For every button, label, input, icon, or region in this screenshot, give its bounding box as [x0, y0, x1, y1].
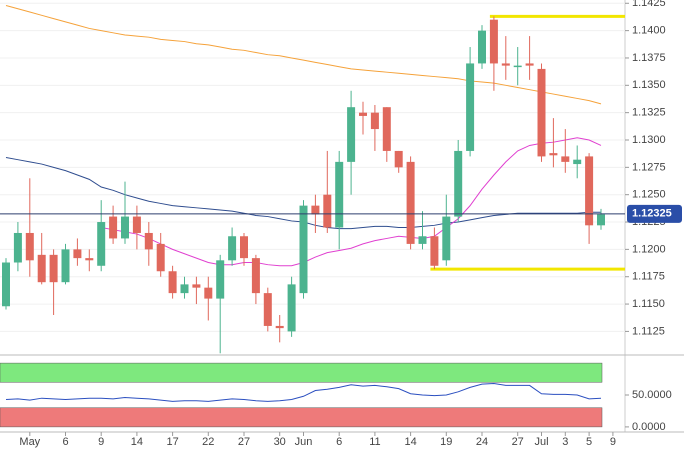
- x-tick-label: 30: [274, 436, 286, 448]
- x-tick-label: 9: [98, 436, 104, 448]
- candle-body: [335, 161, 344, 228]
- candle-body: [359, 112, 367, 116]
- moving-average: [101, 137, 602, 267]
- candle-body: [192, 284, 201, 288]
- candle-body: [501, 63, 510, 66]
- candle-body: [573, 159, 582, 165]
- candle-body: [347, 107, 356, 162]
- candle-body: [489, 19, 498, 64]
- y-tick-label: 1.1400: [632, 25, 666, 37]
- candle-body: [263, 293, 272, 326]
- y-tick-label: 1.1175: [632, 271, 665, 283]
- candle-body: [275, 325, 284, 329]
- last-price-label: 1.12325: [632, 208, 672, 220]
- candle-body: [299, 205, 308, 294]
- x-tick-label: 24: [476, 436, 488, 448]
- x-tick-label: 17: [166, 436, 178, 448]
- candle-body: [13, 232, 22, 263]
- candle-body: [287, 284, 296, 332]
- candle-body: [132, 216, 141, 233]
- y-tick-label: 1.1300: [632, 134, 666, 146]
- candle-body: [549, 153, 558, 156]
- candle-body: [180, 284, 189, 294]
- moving-average: [5, 4, 602, 105]
- candle-body: [168, 271, 177, 294]
- candle-body: [537, 68, 546, 157]
- x-tick-label: 9: [610, 436, 616, 448]
- candle-body: [406, 161, 415, 244]
- candle-body: [251, 258, 260, 294]
- candle-body: [418, 236, 427, 244]
- candle-body: [240, 236, 248, 259]
- candle-body: [394, 150, 403, 168]
- x-tick-label: May: [19, 436, 40, 448]
- y-tick-label: 1.1350: [632, 79, 666, 91]
- candle-body: [25, 232, 34, 261]
- y-tick-label: 1.1425: [632, 0, 666, 9]
- candle-body: [85, 258, 94, 261]
- candle-body: [370, 112, 379, 130]
- x-tick-label: Jun: [295, 436, 313, 448]
- y-tick-label: 1.1250: [632, 189, 666, 201]
- candle-body: [2, 262, 10, 307]
- y-tick-label: 1.1125: [632, 325, 665, 337]
- candle-body: [216, 260, 225, 299]
- y-tick-label: 1.1325: [632, 107, 666, 119]
- x-tick-label: 14: [131, 436, 143, 448]
- candle-body: [109, 216, 118, 239]
- candle-body: [561, 156, 570, 162]
- candle-body: [430, 236, 439, 266]
- y-tick-label: 50.0000: [632, 389, 672, 401]
- candle-body: [204, 287, 213, 299]
- x-tick-label: 27: [512, 436, 524, 448]
- candle-body: [585, 156, 594, 226]
- x-tick-label: 11: [369, 436, 380, 448]
- candle-body: [228, 236, 237, 261]
- x-tick-label: 27: [238, 436, 250, 448]
- x-tick-label: Jul: [534, 436, 548, 448]
- candle-body: [466, 63, 475, 151]
- oscillator-line: [5, 383, 602, 402]
- x-tick-label: 6: [62, 436, 68, 448]
- candle-body: [37, 254, 46, 283]
- candle-body: [442, 216, 451, 261]
- candle-body: [97, 222, 106, 266]
- candle-body: [513, 65, 522, 68]
- y-tick-label: 0.0000: [632, 421, 666, 433]
- zone-band: [0, 407, 603, 428]
- x-tick-label: 14: [404, 436, 416, 448]
- x-tick-label: 3: [562, 436, 568, 448]
- candle-body: [49, 254, 58, 283]
- y-tick-label: 1.1150: [632, 298, 665, 310]
- candle-body: [323, 194, 332, 228]
- candle-body: [121, 216, 129, 239]
- candle-body: [597, 214, 605, 226]
- x-tick-label: 6: [336, 436, 342, 448]
- candle-body: [61, 249, 70, 283]
- candle-body: [311, 205, 320, 215]
- last-price-box: [627, 204, 682, 223]
- candle-body: [478, 30, 486, 64]
- candle-body: [156, 243, 165, 272]
- candle-body: [382, 107, 391, 151]
- candle-body: [454, 150, 463, 217]
- y-tick-label: 1.1275: [632, 161, 666, 173]
- y-tick-label: 1.1200: [632, 243, 666, 255]
- candle-body: [525, 63, 534, 66]
- x-tick-label: 22: [202, 436, 214, 448]
- zone-band: [0, 362, 603, 383]
- candle-body: [73, 249, 82, 259]
- y-tick-label: 1.1375: [632, 52, 666, 64]
- candle-body: [144, 232, 153, 250]
- x-tick-label: 19: [440, 436, 452, 448]
- x-tick-label: 5: [586, 436, 592, 448]
